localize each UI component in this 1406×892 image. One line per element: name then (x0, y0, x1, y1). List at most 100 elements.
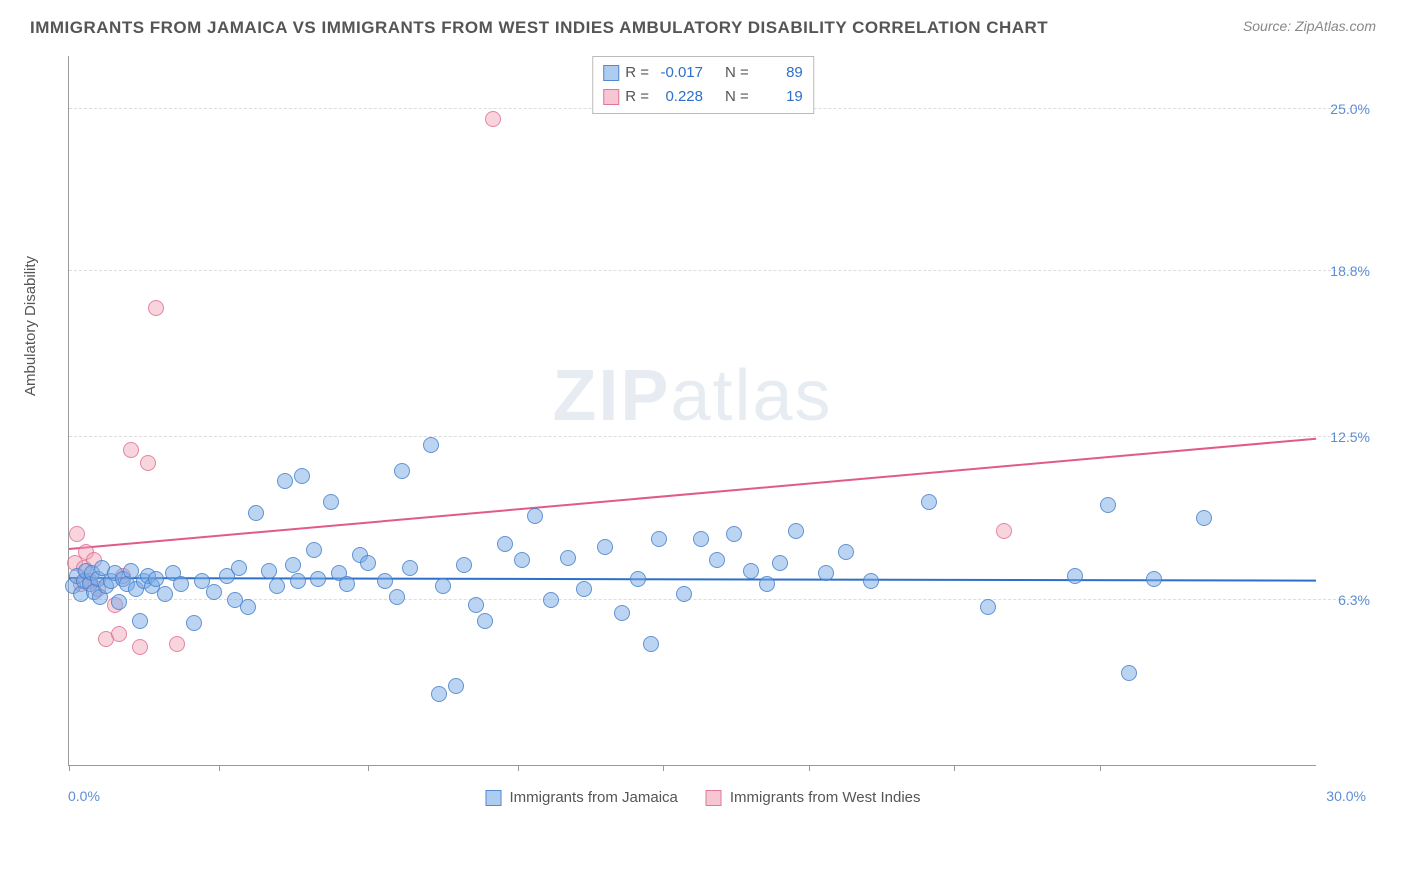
data-point (269, 578, 285, 594)
data-point (996, 523, 1012, 539)
gridline (69, 599, 1366, 600)
data-point (323, 494, 339, 510)
data-point (123, 442, 139, 458)
data-point (285, 557, 301, 573)
data-point (497, 536, 513, 552)
data-point (630, 571, 646, 587)
data-point (614, 605, 630, 621)
data-point (1067, 568, 1083, 584)
x-tick (663, 765, 664, 771)
data-point (377, 573, 393, 589)
data-point (448, 678, 464, 694)
y-tick-label: 6.3% (1338, 592, 1370, 608)
data-point (597, 539, 613, 555)
x-tick (219, 765, 220, 771)
data-point (485, 111, 501, 127)
data-point (140, 455, 156, 471)
watermark: ZIPatlas (552, 355, 832, 437)
swatch-pink-icon (706, 790, 722, 806)
data-point (261, 563, 277, 579)
y-axis-label: Ambulatory Disability (22, 256, 39, 396)
legend-item-jamaica: Immigrants from Jamaica (486, 789, 678, 806)
x-tick (809, 765, 810, 771)
data-point (743, 563, 759, 579)
data-point (402, 560, 418, 576)
data-point (921, 494, 937, 510)
data-point (132, 613, 148, 629)
data-point (240, 599, 256, 615)
data-point (290, 573, 306, 589)
data-point (576, 581, 592, 597)
swatch-blue-icon (486, 790, 502, 806)
data-point (726, 526, 742, 542)
data-point (294, 468, 310, 484)
trendline-pink (69, 437, 1316, 549)
data-point (173, 576, 189, 592)
data-point (980, 599, 996, 615)
data-point (389, 589, 405, 605)
gridline (69, 436, 1366, 437)
data-point (111, 594, 127, 610)
x-max-label: 30.0% (1326, 788, 1366, 804)
data-point (1196, 510, 1212, 526)
gridline (69, 270, 1366, 271)
data-point (838, 544, 854, 560)
x-min-label: 0.0% (68, 788, 100, 804)
data-point (772, 555, 788, 571)
chart-title: IMMIGRANTS FROM JAMAICA VS IMMIGRANTS FR… (30, 18, 1048, 38)
swatch-pink-icon (603, 89, 619, 105)
data-point (111, 626, 127, 642)
data-point (514, 552, 530, 568)
data-point (169, 636, 185, 652)
data-point (435, 578, 451, 594)
x-tick (954, 765, 955, 771)
data-point (788, 523, 804, 539)
data-point (339, 576, 355, 592)
data-point (431, 686, 447, 702)
series-legend: Immigrants from Jamaica Immigrants from … (486, 789, 921, 806)
data-point (69, 526, 85, 542)
data-point (560, 550, 576, 566)
data-point (310, 571, 326, 587)
stats-row-blue: R = -0.017 N = 89 (603, 61, 803, 85)
data-point (1100, 497, 1116, 513)
data-point (148, 300, 164, 316)
stats-row-pink: R = 0.228 N = 19 (603, 85, 803, 109)
plot-region: ZIPatlas 6.3%12.5%18.8%25.0% (68, 56, 1316, 766)
data-point (423, 437, 439, 453)
swatch-blue-icon (603, 65, 619, 81)
data-point (206, 584, 222, 600)
data-point (543, 592, 559, 608)
y-tick-label: 25.0% (1330, 101, 1370, 117)
data-point (468, 597, 484, 613)
data-point (676, 586, 692, 602)
data-point (132, 639, 148, 655)
data-point (1146, 571, 1162, 587)
data-point (477, 613, 493, 629)
data-point (759, 576, 775, 592)
chart-area: Ambulatory Disability ZIPatlas 6.3%12.5%… (30, 46, 1376, 826)
data-point (360, 555, 376, 571)
stats-legend: R = -0.017 N = 89 R = 0.228 N = 19 (592, 56, 814, 114)
data-point (863, 573, 879, 589)
data-point (456, 557, 472, 573)
data-point (693, 531, 709, 547)
data-point (306, 542, 322, 558)
y-tick-label: 12.5% (1330, 429, 1370, 445)
x-tick (1100, 765, 1101, 771)
legend-item-westindies: Immigrants from West Indies (706, 789, 921, 806)
trendline-blue (69, 577, 1316, 582)
data-point (394, 463, 410, 479)
source-label: Source: ZipAtlas.com (1243, 18, 1376, 34)
x-tick (518, 765, 519, 771)
data-point (818, 565, 834, 581)
data-point (148, 571, 164, 587)
data-point (651, 531, 667, 547)
data-point (231, 560, 247, 576)
data-point (1121, 665, 1137, 681)
x-tick (368, 765, 369, 771)
data-point (186, 615, 202, 631)
data-point (709, 552, 725, 568)
x-tick (69, 765, 70, 771)
data-point (527, 508, 543, 524)
